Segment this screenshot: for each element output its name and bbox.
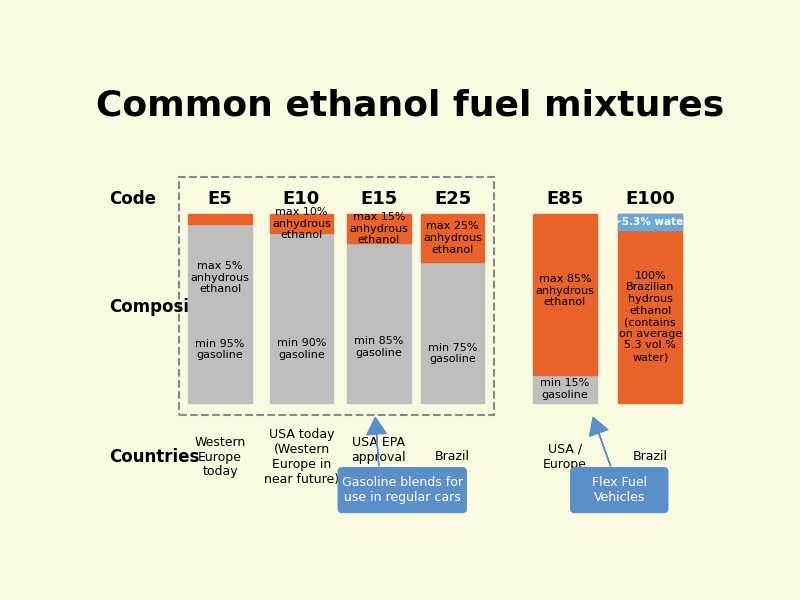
Bar <box>347 243 410 403</box>
Text: Flex Fuel
Vehicles: Flex Fuel Vehicles <box>592 476 647 504</box>
Text: 100%
Brazilian
hydrous
ethanol
(contains
on average
5.3 vol.%
water): 100% Brazilian hydrous ethanol (contains… <box>618 271 682 362</box>
Text: max 5%
anhydrous
ethanol: max 5% anhydrous ethanol <box>190 261 250 294</box>
Text: E10: E10 <box>283 190 320 208</box>
Text: max 10%
anhydrous
ethanol: max 10% anhydrous ethanol <box>272 207 331 241</box>
Bar <box>534 214 597 375</box>
Text: E85: E85 <box>546 190 584 208</box>
Text: Code: Code <box>110 190 156 208</box>
Text: Common ethanol fuel mixtures: Common ethanol fuel mixtures <box>96 89 724 123</box>
Bar <box>188 214 252 224</box>
Text: USA EPA
approval
cars > 2000: USA EPA approval cars > 2000 <box>341 436 418 479</box>
Bar <box>179 178 494 415</box>
Bar <box>618 214 682 403</box>
Text: USA today
(Western
Europe in
near future): USA today (Western Europe in near future… <box>264 428 339 486</box>
Text: ~5.3% water: ~5.3% water <box>613 217 688 227</box>
Text: max 15%
anhydrous
ethanol: max 15% anhydrous ethanol <box>350 212 409 245</box>
Text: max 85%
anhydrous
ethanol: max 85% anhydrous ethanol <box>535 274 594 307</box>
Bar <box>270 233 334 403</box>
Text: Brazil: Brazil <box>633 451 668 463</box>
Bar <box>618 214 682 230</box>
FancyArrowPatch shape <box>590 417 610 466</box>
Text: E5: E5 <box>208 190 233 208</box>
Bar <box>534 375 597 403</box>
Text: max 25%
anhydrous
ethanol: max 25% anhydrous ethanol <box>423 221 482 254</box>
Text: E100: E100 <box>626 190 675 208</box>
Text: min 95%
gasoline: min 95% gasoline <box>195 338 245 360</box>
Bar <box>421 262 485 403</box>
Text: Western
Europe
today: Western Europe today <box>194 436 246 479</box>
FancyBboxPatch shape <box>338 467 467 513</box>
Text: min 75%
gasoline: min 75% gasoline <box>428 343 478 364</box>
Text: E25: E25 <box>434 190 471 208</box>
Bar <box>421 214 485 262</box>
Text: USA /
Europe: USA / Europe <box>543 443 587 471</box>
Text: E15: E15 <box>360 190 398 208</box>
FancyBboxPatch shape <box>570 467 669 513</box>
Bar <box>188 224 252 403</box>
Text: Brazil: Brazil <box>435 451 470 463</box>
Text: Gasoline blends for
use in regular cars: Gasoline blends for use in regular cars <box>342 476 462 504</box>
Bar <box>270 214 334 233</box>
Text: min 85%
gasoline: min 85% gasoline <box>354 336 404 358</box>
Text: min 15%
gasoline: min 15% gasoline <box>540 378 590 400</box>
Text: Countries: Countries <box>110 448 200 466</box>
FancyArrowPatch shape <box>367 418 386 466</box>
Bar <box>347 214 410 243</box>
Text: min 90%
gasoline: min 90% gasoline <box>277 338 326 359</box>
Text: Composition: Composition <box>110 298 226 316</box>
